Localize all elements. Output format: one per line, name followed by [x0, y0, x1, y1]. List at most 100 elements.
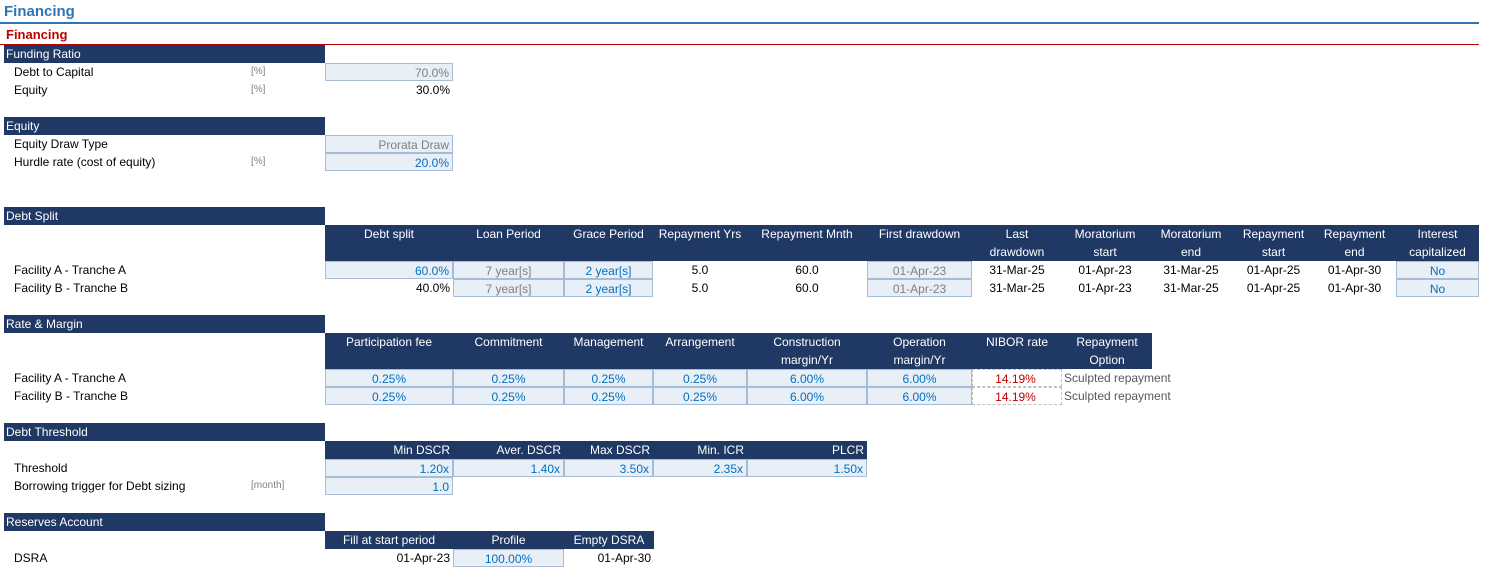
rate-margin-header: Rate & Margin	[4, 315, 325, 333]
debt-split-col-header: Moratorium	[1074, 227, 1136, 241]
debt-split-header: Debt Split	[4, 207, 325, 225]
threshold-input[interactable]: 1.50x	[747, 459, 867, 477]
rm-facility-a-label: Facility A - Tranche A	[14, 371, 127, 385]
rate-margin-cell[interactable]: 0.25%	[564, 387, 653, 405]
debt-split-col-header: Repayment	[1323, 227, 1386, 241]
borrowing-trigger-unit: [month]	[251, 480, 285, 491]
rate-margin-cell[interactable]: 0.25%	[325, 369, 453, 387]
debt-split-col-header: Last	[1005, 227, 1029, 241]
rate-margin-col-header: Repayment	[1076, 335, 1138, 349]
debt-to-capital-input[interactable]: 70.0%	[325, 63, 453, 81]
borrowing-trigger-input[interactable]: 1.0	[325, 477, 453, 495]
equity-draw-type-input[interactable]: Prorata Draw	[325, 135, 453, 153]
rate-margin-cell[interactable]: Sculpted repayment	[1064, 371, 1171, 385]
threshold-input[interactable]: 3.50x	[564, 459, 653, 477]
debt-split-col-header: Grace Period	[573, 227, 644, 241]
section-title: Financing	[6, 27, 68, 42]
dsra-cell[interactable]: 100.00%	[453, 549, 564, 567]
debt-split-cell: 01-Apr-23	[1078, 263, 1132, 277]
dsra-cell: 01-Apr-23	[396, 551, 450, 565]
debt-split-cell[interactable]: 01-Apr-23	[867, 279, 972, 297]
rate-margin-col-header-line2: margin/Yr	[893, 353, 946, 367]
rate-margin-cell[interactable]: 0.25%	[653, 387, 747, 405]
debt-split-cell[interactable]: 2 year[s]	[564, 261, 653, 279]
debt-split-cell[interactable]: 7 year[s]	[453, 279, 564, 297]
rate-margin-col-header: Commitment	[474, 335, 543, 349]
threshold-input[interactable]: 1.40x	[453, 459, 564, 477]
threshold-input[interactable]: 2.35x	[653, 459, 747, 477]
debt-split-cell: 01-Apr-23	[1078, 281, 1132, 295]
rate-margin-cell: 14.19%	[972, 369, 1062, 387]
debt-split-cell[interactable]: 7 year[s]	[453, 261, 564, 279]
reserves-col-header: Fill at start period	[342, 533, 436, 547]
debt-to-capital-unit: [%]	[251, 66, 266, 77]
debt-split-col-header: Moratorium	[1160, 227, 1222, 241]
debt-split-cell: 01-Apr-25	[1246, 263, 1301, 277]
debt-threshold-column-header-bar	[325, 441, 867, 459]
hurdle-rate-unit: [%]	[251, 156, 266, 167]
equity-value[interactable]: 30.0%	[415, 83, 450, 97]
debt-split-cell: 40.0%	[415, 281, 450, 295]
threshold-col-header: Max DSCR	[589, 443, 650, 457]
debt-split-col-header-line2: capitalized	[1409, 245, 1466, 259]
reserves-column-header-bar	[325, 531, 654, 549]
rm-facility-b-label: Facility B - Tranche B	[14, 389, 129, 403]
rate-margin-cell[interactable]: 0.25%	[653, 369, 747, 387]
debt-split-cell: 01-Apr-25	[1246, 281, 1301, 295]
hurdle-rate-label: Hurdle rate (cost of equity)	[14, 155, 156, 169]
threshold-input[interactable]: 1.20x	[325, 459, 453, 477]
rate-margin-cell[interactable]: Sculpted repayment	[1064, 389, 1171, 403]
debt-to-capital-label: Debt to Capital	[14, 65, 94, 79]
debt-split-cell: 31-Mar-25	[1163, 263, 1219, 277]
debt-split-cell: 5.0	[691, 281, 709, 295]
debt-split-col-header-line2: end	[1344, 245, 1365, 259]
dsra-cell: 01-Apr-30	[597, 551, 651, 565]
sheet-title: Financing	[4, 3, 75, 20]
rate-margin-cell[interactable]: 6.00%	[747, 369, 867, 387]
debt-split-cell: 60.0	[795, 281, 819, 295]
rate-margin-col-header: Arrangement	[665, 335, 735, 349]
debt-split-cell[interactable]: 60.0%	[325, 261, 453, 279]
debt-split-cell: 01-Apr-30	[1327, 263, 1382, 277]
rate-margin-cell[interactable]: 6.00%	[867, 387, 972, 405]
debt-split-col-header: Debt split	[363, 227, 415, 241]
debt-split-cell: 60.0	[795, 263, 819, 277]
facility-a-label: Facility A - Tranche A	[14, 263, 127, 277]
debt-split-column-header-bar	[325, 225, 1479, 261]
debt-split-col-header: Interest	[1417, 227, 1458, 241]
threshold-col-header: Aver. DSCR	[496, 443, 561, 457]
reserves-account-header: Reserves Account	[4, 513, 325, 531]
rate-margin-col-header-line2: Option	[1089, 353, 1125, 367]
debt-threshold-header: Debt Threshold	[4, 423, 325, 441]
debt-split-cell[interactable]: No	[1396, 261, 1479, 279]
section-underline	[0, 44, 1479, 45]
debt-split-col-header-line2: drawdown	[989, 245, 1045, 259]
debt-split-col-header: First drawdown	[878, 227, 961, 241]
reserves-col-header: Empty DSRA	[573, 533, 645, 547]
debt-split-col-header: Loan Period	[476, 227, 541, 241]
debt-split-cell[interactable]: 01-Apr-23	[867, 261, 972, 279]
rate-margin-cell[interactable]: 6.00%	[747, 387, 867, 405]
rate-margin-cell[interactable]: 6.00%	[867, 369, 972, 387]
borrowing-trigger-label: Borrowing trigger for Debt sizing	[14, 479, 186, 493]
debt-split-col-header: Repayment	[1242, 227, 1305, 241]
threshold-label: Threshold	[14, 461, 68, 475]
rate-margin-cell[interactable]: 0.25%	[453, 387, 564, 405]
debt-split-col-header-line2: start	[1261, 245, 1286, 259]
rate-margin-col-header: Management	[573, 335, 644, 349]
facility-b-label: Facility B - Tranche B	[14, 281, 129, 295]
rate-margin-cell[interactable]: 0.25%	[564, 369, 653, 387]
rate-margin-cell[interactable]: 0.25%	[453, 369, 564, 387]
equity-draw-type-label: Equity Draw Type	[14, 137, 108, 151]
debt-split-cell: 5.0	[691, 263, 709, 277]
debt-split-cell[interactable]: No	[1396, 279, 1479, 297]
debt-split-cell[interactable]: 2 year[s]	[564, 279, 653, 297]
threshold-col-header: PLCR	[831, 443, 864, 457]
rate-margin-col-header: Operation	[893, 335, 946, 349]
reserves-col-header: Profile	[491, 533, 526, 547]
equity-label: Equity	[14, 83, 48, 97]
debt-split-col-header: Repayment Mnth	[761, 227, 853, 241]
hurdle-rate-input[interactable]: 20.0%	[325, 153, 453, 171]
title-underline	[0, 22, 1479, 24]
rate-margin-cell[interactable]: 0.25%	[325, 387, 453, 405]
